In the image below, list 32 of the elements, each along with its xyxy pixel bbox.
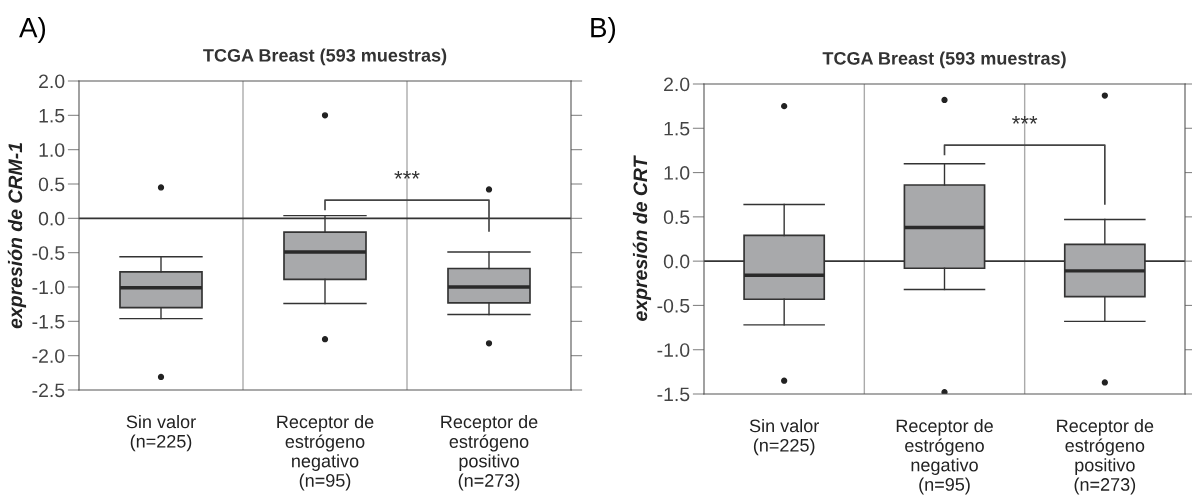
y-tick-label: 0.0	[38, 211, 65, 226]
y-tick-label: 2.0	[664, 77, 690, 92]
y-tick-label: 0.5	[38, 177, 65, 192]
annotation: ***	[1012, 115, 1038, 124]
chart-title: TCGA Breast (593 muestras)	[822, 51, 1066, 69]
y-tick-label: 2.0	[39, 74, 65, 89]
x-tick-label: Receptor de estrógeno negativo (n=95)	[277, 415, 374, 491]
text: B)	[591, 17, 616, 43]
y-tick-label: -0.5	[32, 246, 65, 260]
y-tick-label: 1.5	[39, 109, 65, 123]
y-axis-title: expresión de CRT	[632, 155, 652, 321]
text: A)	[19, 17, 46, 43]
x-tick-label: Sin valor (n=225)	[126, 415, 196, 452]
y-tick-label: -1.5	[32, 315, 65, 329]
y-tick-label: -1.0	[32, 280, 65, 295]
y-tick-label: -2.0	[32, 349, 65, 363]
x-tick-label: Receptor de estrógeno positivo (n=273)	[441, 415, 538, 491]
chart-title: TCGA Breast (593 muestras)	[203, 48, 447, 66]
y-tick-label: 0.5	[663, 210, 690, 225]
y-tick-label: 1.0	[39, 143, 65, 157]
y-tick-label: -2.5	[32, 383, 65, 398]
y-tick-label: 1.0	[664, 166, 690, 180]
y-tick-label: -0.5	[657, 298, 690, 313]
y-tick-label: -1.0	[657, 343, 690, 357]
annotation: ***	[394, 170, 420, 179]
x-tick-label: Receptor de estrógeno negativo (n=95)	[896, 419, 993, 495]
y-axis-title: expresión de CRM-1	[7, 143, 27, 329]
y-tick-label: 1.5	[664, 121, 690, 136]
y-tick-label: 0.0	[663, 254, 690, 269]
x-tick-label: Receptor de estrógeno positivo (n=273)	[1057, 419, 1154, 495]
x-tick-label: Sin valor (n=225)	[749, 419, 819, 456]
y-tick-label: -1.5	[657, 387, 690, 402]
